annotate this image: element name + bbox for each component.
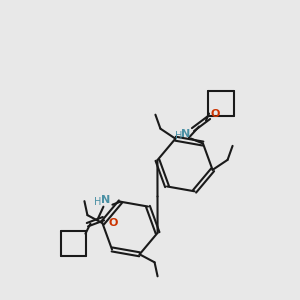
Text: O: O: [210, 109, 220, 118]
Text: N: N: [101, 195, 110, 205]
Text: H: H: [94, 197, 101, 207]
Text: O: O: [109, 218, 118, 228]
Text: N: N: [182, 129, 190, 139]
Text: H: H: [175, 130, 183, 141]
